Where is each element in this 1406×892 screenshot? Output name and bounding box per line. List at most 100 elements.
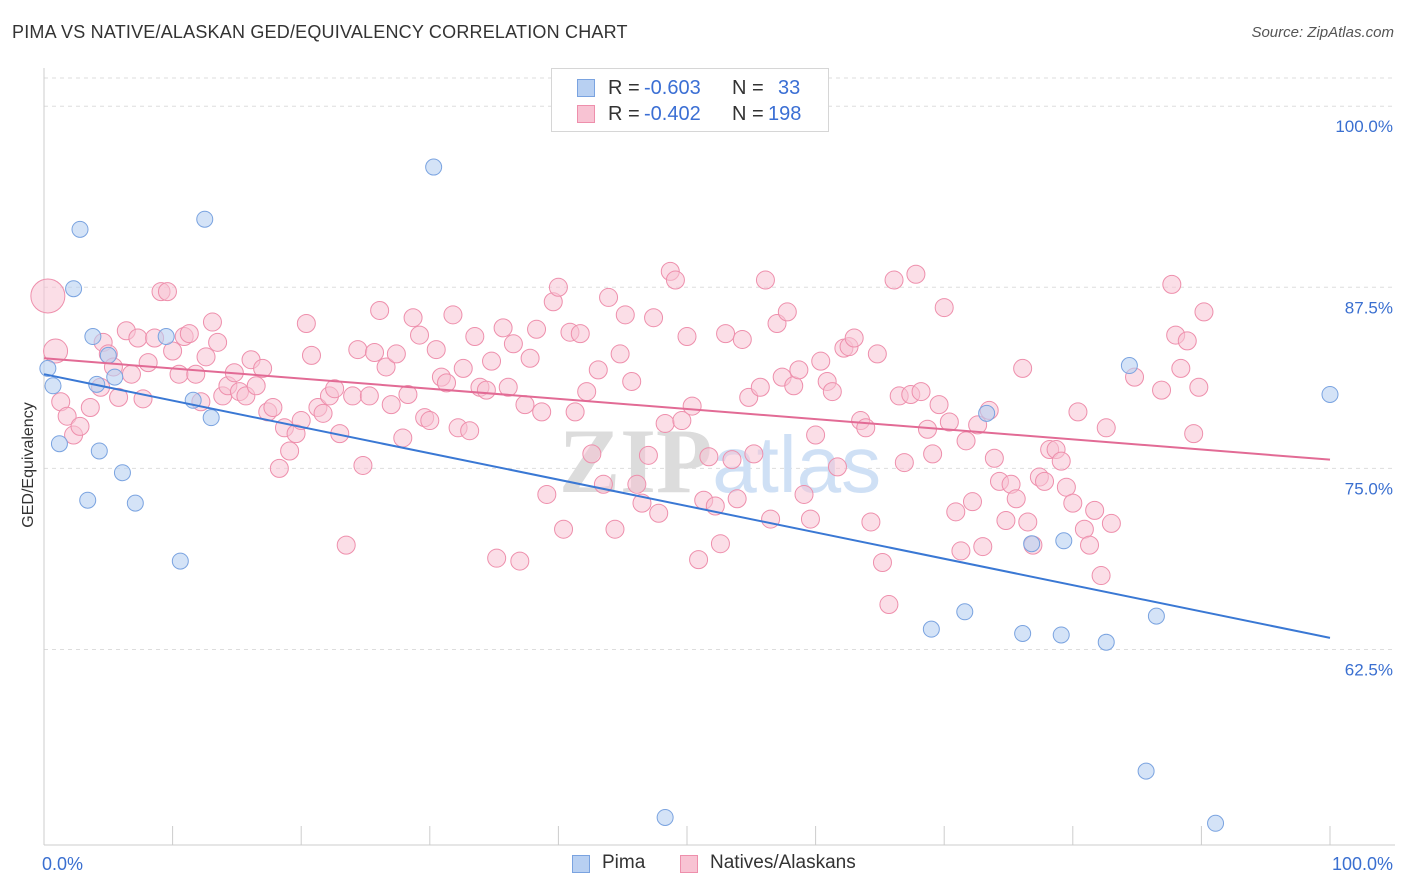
native-point bbox=[716, 324, 736, 344]
native-point bbox=[1091, 566, 1111, 586]
pima-swatch bbox=[572, 855, 590, 873]
native-point bbox=[906, 264, 926, 284]
native-point bbox=[476, 380, 496, 400]
native-point bbox=[599, 287, 619, 307]
native-point bbox=[806, 425, 826, 445]
native-point bbox=[498, 377, 518, 397]
pima-point bbox=[196, 210, 214, 228]
native-point bbox=[381, 395, 401, 415]
pima-point bbox=[1052, 626, 1070, 644]
pima-point bbox=[113, 464, 131, 482]
native-point bbox=[1051, 451, 1071, 471]
native-point bbox=[453, 358, 473, 378]
native-point bbox=[482, 351, 502, 371]
pima-point bbox=[157, 328, 175, 346]
x-tick-label: 0.0% bbox=[42, 854, 83, 874]
native-point bbox=[861, 512, 881, 532]
native-point bbox=[301, 345, 321, 365]
y-tick-label: 87.5% bbox=[1345, 298, 1393, 317]
native-point bbox=[202, 312, 222, 332]
native-point bbox=[121, 364, 141, 384]
native-trend-line bbox=[43, 357, 1331, 461]
native-point bbox=[179, 324, 199, 344]
pima-swatch bbox=[577, 79, 595, 97]
native-point bbox=[554, 519, 574, 539]
native-point bbox=[325, 379, 345, 399]
native-point bbox=[934, 298, 954, 318]
native-point bbox=[939, 412, 959, 432]
pima-point bbox=[1137, 762, 1155, 780]
native-point bbox=[582, 444, 602, 464]
native-point bbox=[996, 511, 1016, 531]
legend-r-label: R = bbox=[608, 77, 640, 99]
native-point bbox=[515, 395, 535, 415]
native-point bbox=[510, 551, 530, 571]
native-point bbox=[973, 537, 993, 557]
native-point bbox=[689, 550, 709, 570]
native-point bbox=[30, 278, 66, 314]
native-point bbox=[537, 484, 557, 504]
pima-point bbox=[106, 368, 124, 386]
native-point bbox=[548, 277, 568, 297]
native-point bbox=[1018, 512, 1038, 532]
legend-n-value: 33 bbox=[778, 77, 801, 99]
legend-r-value: -0.603 bbox=[644, 77, 701, 99]
tick-labels: 62.5% 75.0% 87.5% 100.0% 0.0% 100.0% bbox=[42, 117, 1393, 874]
native-point bbox=[398, 384, 418, 404]
pima-point bbox=[1014, 625, 1032, 643]
native-point bbox=[615, 305, 635, 325]
native-point bbox=[465, 327, 485, 347]
legend-row-pima: R = -0.603 N = 33 bbox=[552, 77, 828, 101]
native-swatch bbox=[577, 105, 595, 123]
legend-row-native: R = -0.402 N = 198 bbox=[552, 103, 828, 127]
native-point bbox=[359, 386, 379, 406]
native-point bbox=[503, 334, 523, 354]
native-point bbox=[822, 382, 842, 402]
pima-point bbox=[84, 328, 102, 346]
pima-point bbox=[44, 377, 62, 395]
native-point bbox=[710, 534, 730, 554]
pima-point bbox=[922, 620, 940, 638]
legend-r-label: R = bbox=[608, 103, 640, 125]
pima-point bbox=[1147, 607, 1165, 625]
native-point bbox=[1162, 274, 1182, 294]
native-point bbox=[426, 340, 446, 360]
native-point bbox=[962, 492, 982, 512]
pima-point bbox=[1321, 385, 1339, 403]
native-point bbox=[393, 428, 413, 448]
axes bbox=[43, 68, 1395, 846]
native-point bbox=[128, 328, 148, 348]
native-point bbox=[196, 347, 216, 367]
pima-point bbox=[202, 409, 220, 427]
native-point bbox=[884, 270, 904, 290]
native-point bbox=[644, 308, 664, 328]
native-point bbox=[879, 595, 899, 615]
pima-point bbox=[171, 552, 189, 570]
native-point bbox=[348, 340, 368, 360]
native-point bbox=[638, 445, 658, 465]
y-tick-label: 75.0% bbox=[1345, 479, 1393, 498]
pima-point bbox=[425, 158, 443, 176]
native-point bbox=[253, 358, 273, 378]
native-point bbox=[70, 416, 90, 436]
native-point bbox=[894, 453, 914, 473]
native-point bbox=[655, 413, 675, 433]
native-point bbox=[1085, 500, 1105, 520]
native-point bbox=[911, 382, 931, 402]
bottom-legend-pima: Pima bbox=[572, 852, 662, 876]
native-point bbox=[800, 509, 820, 529]
native-point bbox=[1074, 519, 1094, 539]
native-point bbox=[956, 431, 976, 451]
native-label: Natives/Alaskans bbox=[710, 852, 856, 873]
native-point bbox=[750, 377, 770, 397]
legend-n-label: N = bbox=[732, 77, 764, 99]
native-point bbox=[296, 314, 316, 334]
native-point bbox=[565, 402, 585, 422]
y-tick-label: 62.5% bbox=[1345, 660, 1393, 679]
native-point bbox=[872, 553, 892, 573]
native-point bbox=[157, 282, 177, 302]
native-point bbox=[208, 332, 228, 352]
native-point bbox=[827, 457, 847, 477]
native-point bbox=[610, 344, 630, 364]
native-point bbox=[672, 411, 692, 431]
